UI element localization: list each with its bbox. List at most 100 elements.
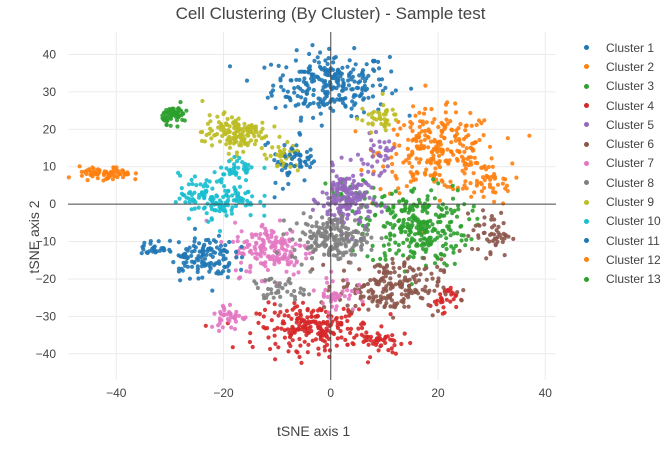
series-cluster-11[interactable] [139,143,317,293]
data-point [314,234,319,239]
legend-item-cluster-11[interactable]: Cluster 11 [578,231,661,250]
data-point [311,87,316,93]
data-point [410,290,415,296]
data-point [333,55,338,60]
data-point [359,195,364,200]
data-point [413,215,418,220]
legend-item-cluster-13[interactable]: Cluster 13 [578,270,661,289]
data-points[interactable] [66,43,532,365]
data-point [350,99,355,104]
y-tick-label: 40 [43,47,57,61]
series-cluster-6[interactable] [310,208,516,320]
data-point [289,316,294,321]
data-point [286,313,291,319]
legend-item-cluster-2[interactable]: Cluster 2 [578,57,661,76]
legend-item-cluster-1[interactable]: Cluster 1 [578,38,661,57]
series-cluster-5[interactable] [310,129,396,242]
data-point [286,262,292,267]
data-point [203,189,208,194]
data-point [367,296,372,301]
legend-item-cluster-9[interactable]: Cluster 9 [578,192,661,211]
data-point [410,128,415,134]
data-point [192,236,197,241]
legend-item-cluster-3[interactable]: Cluster 3 [578,77,661,96]
data-point [296,102,301,107]
series-cluster-8[interactable] [252,205,384,308]
series-cluster-4[interactable] [203,285,464,365]
data-point [252,142,257,147]
data-point [335,243,340,248]
series-cluster-1[interactable] [227,43,414,200]
data-point [430,276,435,281]
legend-item-cluster-4[interactable]: Cluster 4 [578,96,661,115]
data-point [383,128,388,133]
data-point [331,67,336,72]
data-point [325,342,330,347]
legend[interactable]: Cluster 1 Cluster 2 Cluster 3 Cluster 4 Clus… [578,38,661,289]
legend-label: Cluster 2 [606,59,655,74]
data-point [177,196,182,201]
data-point [280,186,285,191]
data-point [230,345,235,350]
data-point [217,198,222,203]
data-point [225,317,231,322]
data-point [281,88,286,93]
data-point [263,278,268,283]
data-point [268,62,274,67]
legend-item-cluster-5[interactable]: Cluster 5 [578,115,661,134]
data-point [323,181,328,186]
data-point [305,315,310,320]
data-point [192,259,197,265]
data-point [79,173,84,178]
data-point [421,219,426,224]
data-point [211,263,217,268]
data-point [315,323,320,328]
data-point [302,339,307,344]
data-point [341,306,346,311]
legend-item-cluster-7[interactable]: Cluster 7 [578,154,661,173]
data-point [222,308,227,313]
x-tick-label: −40 [106,386,127,400]
data-point [407,160,412,166]
data-point [223,256,228,261]
data-point [277,281,282,286]
data-point [405,256,410,261]
data-point [232,326,238,332]
data-point [216,233,222,238]
data-point [386,348,391,353]
data-point [240,129,246,134]
data-point [344,86,349,91]
series-cluster-12[interactable] [66,164,138,183]
data-point [279,158,284,163]
data-point [451,250,456,255]
data-point [392,270,397,275]
series-cluster-2[interactable] [353,83,532,236]
data-point [432,117,437,122]
data-point [330,218,335,223]
legend-item-cluster-8[interactable]: Cluster 8 [578,173,661,192]
data-point [465,211,471,216]
data-point [378,83,383,88]
series-cluster-10[interactable] [173,154,267,234]
data-point [305,308,310,313]
data-point [252,244,257,250]
series-cluster-13[interactable] [160,100,189,129]
series-cluster-7[interactable] [204,218,365,333]
legend-item-cluster-10[interactable]: Cluster 10 [578,212,661,231]
data-point [369,130,374,135]
legend-item-cluster-6[interactable]: Cluster 6 [578,134,661,153]
data-point [444,210,449,215]
data-point [388,286,393,291]
data-point [495,239,500,244]
data-point [359,182,364,188]
data-point [409,86,414,91]
data-point [282,335,287,340]
data-point [192,239,197,244]
data-point [249,125,254,130]
legend-item-cluster-12[interactable]: Cluster 12 [578,250,661,269]
data-point [489,156,494,161]
data-point [212,133,217,138]
data-point [497,232,503,238]
data-point [249,232,254,237]
